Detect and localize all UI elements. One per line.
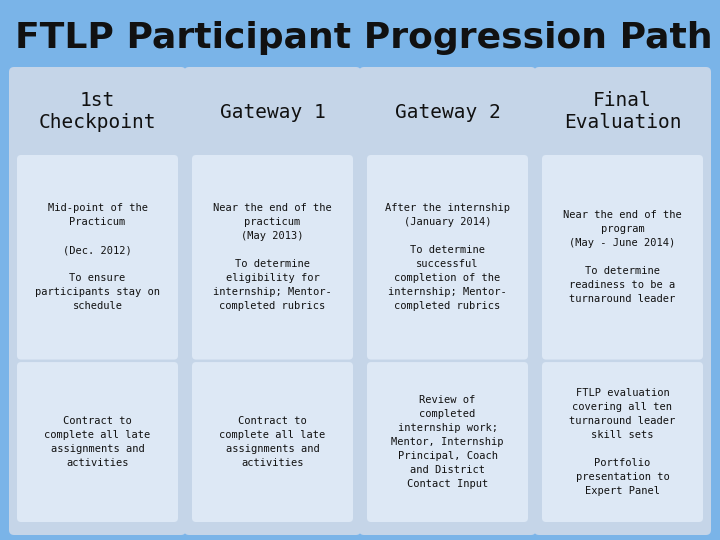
Text: Review of
completed
internship work;
Mentor, Internship
Principal, Coach
and Dis: Review of completed internship work; Men… — [391, 395, 504, 489]
Text: Near the end of the
program
(May - June 2014)

To determine
readiness to be a
tu: Near the end of the program (May - June … — [563, 210, 682, 304]
FancyBboxPatch shape — [9, 67, 186, 535]
Text: 1st
Checkpoint: 1st Checkpoint — [39, 91, 156, 132]
Text: Contract to
complete all late
assignments and
activities: Contract to complete all late assignment… — [220, 416, 325, 468]
FancyBboxPatch shape — [192, 362, 353, 522]
FancyBboxPatch shape — [17, 155, 178, 360]
FancyBboxPatch shape — [359, 67, 536, 535]
FancyBboxPatch shape — [184, 67, 361, 535]
FancyBboxPatch shape — [542, 155, 703, 360]
FancyBboxPatch shape — [367, 362, 528, 522]
FancyBboxPatch shape — [17, 362, 178, 522]
Text: Contract to
complete all late
assignments and
activities: Contract to complete all late assignment… — [45, 416, 150, 468]
Text: Near the end of the
practicum
(May 2013)

To determine
eligibility for
internshi: Near the end of the practicum (May 2013)… — [213, 203, 332, 311]
Text: Final
Evaluation: Final Evaluation — [564, 91, 681, 132]
Text: Gateway 2: Gateway 2 — [395, 103, 500, 122]
FancyBboxPatch shape — [367, 155, 528, 360]
Text: FTLP Participant Progression Path: FTLP Participant Progression Path — [15, 21, 713, 55]
Text: Mid-point of the
Practicum

(Dec. 2012)

To ensure
participants stay on
schedule: Mid-point of the Practicum (Dec. 2012) T… — [35, 203, 160, 311]
Text: After the internship
(January 2014)

To determine
successful
completion of the
i: After the internship (January 2014) To d… — [385, 203, 510, 311]
FancyBboxPatch shape — [534, 67, 711, 535]
Text: FTLP evaluation
covering all ten
turnaround leader
skill sets

Portfolio
present: FTLP evaluation covering all ten turnaro… — [570, 388, 675, 496]
Text: Gateway 1: Gateway 1 — [220, 103, 325, 122]
FancyBboxPatch shape — [192, 155, 353, 360]
FancyBboxPatch shape — [542, 362, 703, 522]
